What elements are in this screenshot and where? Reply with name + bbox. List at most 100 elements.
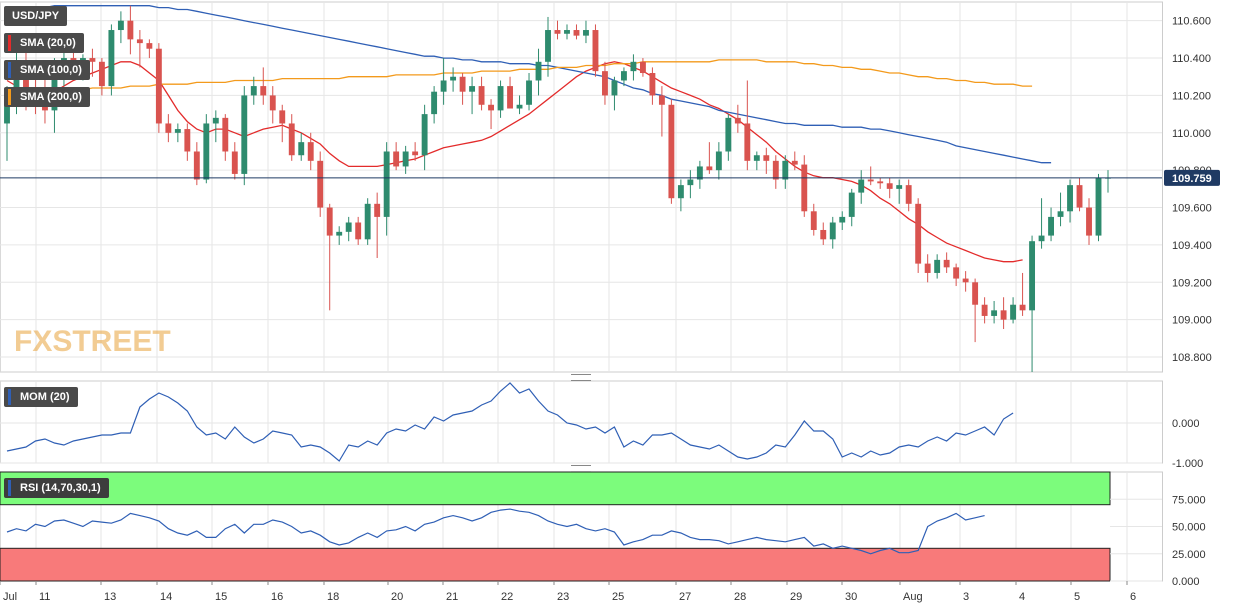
candle-body bbox=[583, 30, 589, 36]
candle-body bbox=[336, 231, 343, 236]
mom-y-tick: -1.000 bbox=[1172, 458, 1203, 470]
candle-body bbox=[516, 104, 523, 109]
sma200-line bbox=[7, 59, 1033, 93]
x-axis-label: 3 bbox=[963, 591, 969, 603]
price-y-tick: 110.600 bbox=[1172, 16, 1211, 28]
x-axis-label: 18 bbox=[327, 591, 339, 603]
rsi-oversold-zone bbox=[0, 547, 1111, 582]
symbol-label: USD/JPY bbox=[12, 10, 60, 22]
candle-body bbox=[725, 117, 732, 152]
candle-body bbox=[412, 151, 419, 156]
price-y-tick: 109.600 bbox=[1172, 203, 1212, 215]
candle-body bbox=[193, 151, 200, 180]
candle-body bbox=[450, 76, 457, 81]
candle-body bbox=[402, 151, 409, 167]
x-axis-label: 29 bbox=[790, 591, 802, 603]
candle-body bbox=[364, 203, 371, 240]
candle-body bbox=[526, 80, 532, 105]
candle-body bbox=[545, 30, 551, 62]
candle-body bbox=[478, 86, 485, 105]
x-axis-label: 16 bbox=[271, 591, 283, 603]
candle-body bbox=[715, 151, 722, 171]
candle-body bbox=[374, 203, 381, 217]
price-y-tick: 109.400 bbox=[1172, 240, 1212, 252]
x-axis-label: 23 bbox=[557, 591, 569, 603]
candle-body bbox=[620, 71, 627, 81]
candle-body bbox=[905, 185, 912, 204]
watermark-logo: FXSTREET bbox=[14, 325, 171, 358]
mom-badge[interactable]: MOM (20) bbox=[4, 387, 78, 407]
candle-body bbox=[269, 95, 276, 111]
x-axis-label: 20 bbox=[391, 591, 403, 603]
rsi-overbought-zone bbox=[0, 471, 1111, 506]
candle-body bbox=[1057, 211, 1064, 217]
sma100-line bbox=[7, 5, 1052, 164]
candle-body bbox=[421, 114, 428, 156]
candle-body bbox=[507, 86, 513, 109]
symbol-badge[interactable]: USD/JPY bbox=[4, 6, 68, 26]
sma20-line bbox=[6, 61, 1023, 263]
candle-body bbox=[393, 151, 400, 167]
candle-body bbox=[231, 151, 238, 174]
x-axis-label: 27 bbox=[679, 591, 691, 603]
candle-body bbox=[1067, 185, 1073, 212]
candle-body bbox=[972, 282, 979, 305]
sma20-badge[interactable]: SMA (20,0) bbox=[4, 33, 84, 53]
candle-body bbox=[858, 179, 865, 193]
price-y-tick: 110.200 bbox=[1172, 90, 1211, 102]
candle-body bbox=[1095, 177, 1102, 236]
candle-body bbox=[829, 222, 836, 240]
candle-body bbox=[687, 179, 694, 186]
panel-resize-handle-2[interactable] bbox=[571, 465, 591, 472]
candle-body bbox=[744, 123, 751, 161]
candle-body bbox=[791, 160, 798, 165]
rsi-y-tick: 0.000 bbox=[1172, 576, 1200, 588]
candle-body bbox=[98, 61, 105, 87]
x-axis-label: Jul bbox=[3, 591, 17, 603]
candle-body bbox=[174, 129, 181, 133]
candle-body bbox=[1086, 207, 1092, 236]
x-axis-label: 4 bbox=[1019, 591, 1025, 603]
candle-body bbox=[915, 203, 922, 264]
candle-body bbox=[763, 155, 770, 161]
candle-body bbox=[962, 278, 969, 283]
x-axis-label: 11 bbox=[39, 591, 50, 603]
last-price-label: 109.759 bbox=[1172, 173, 1212, 185]
candle-body bbox=[573, 30, 580, 36]
x-axis-label: 30 bbox=[845, 591, 857, 603]
x-axis-label: 14 bbox=[160, 591, 172, 603]
candle-body bbox=[953, 267, 960, 279]
mom-y-tick: 0.000 bbox=[1172, 418, 1200, 430]
rsi-badge[interactable]: RSI (14,70,30,1) bbox=[4, 478, 109, 498]
candle-body bbox=[677, 185, 684, 199]
candle-body bbox=[317, 160, 324, 208]
candle-body bbox=[782, 160, 789, 180]
candle-body bbox=[42, 104, 48, 111]
candle-body bbox=[1076, 185, 1083, 208]
candle-body bbox=[307, 142, 314, 161]
panel-resize-handle-1[interactable] bbox=[571, 374, 591, 381]
candle-body bbox=[298, 142, 305, 156]
candle-body bbox=[630, 61, 637, 72]
rsi-label: RSI (14,70,30,1) bbox=[20, 482, 101, 494]
candle-body bbox=[184, 129, 191, 152]
mom-panel-frame bbox=[0, 380, 1163, 464]
mom-line bbox=[6, 382, 1014, 462]
rsi-y-tick: 75.000 bbox=[1172, 494, 1206, 506]
candle-body bbox=[564, 30, 570, 34]
candle-body bbox=[877, 181, 884, 184]
candle-body bbox=[943, 259, 950, 268]
candle-body bbox=[13, 61, 20, 100]
candle-body bbox=[801, 164, 808, 212]
sma200-badge[interactable]: SMA (200,0) bbox=[4, 87, 90, 107]
sma100-swatch bbox=[8, 62, 11, 78]
candle-body bbox=[431, 91, 438, 115]
x-axis-label: 5 bbox=[1074, 591, 1080, 603]
candle-body bbox=[165, 123, 172, 133]
candle-body bbox=[991, 310, 998, 316]
candle-body bbox=[649, 73, 656, 96]
candle-body bbox=[886, 183, 893, 189]
price-y-tick: 109.200 bbox=[1172, 277, 1212, 289]
sma100-badge[interactable]: SMA (100,0) bbox=[4, 60, 90, 80]
candle-body bbox=[1019, 304, 1026, 311]
